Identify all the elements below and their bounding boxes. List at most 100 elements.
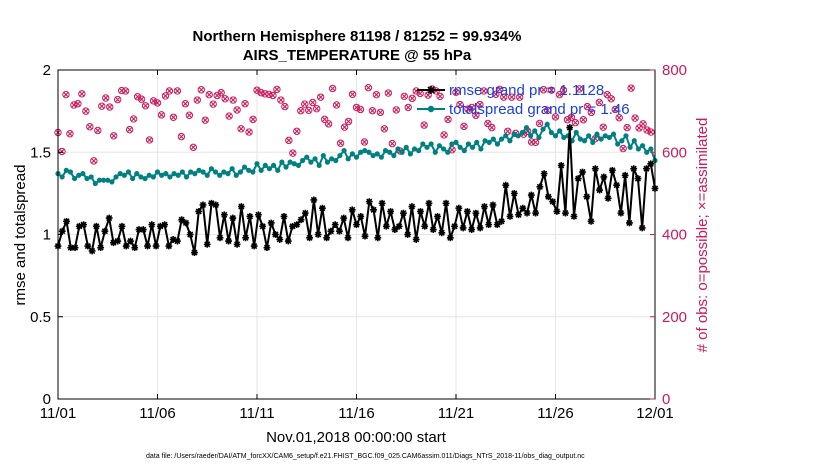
obs-possible-point — [476, 100, 484, 109]
obs-possible-point — [535, 119, 544, 128]
chart-title: Northern Hemisphere 81198 / 81252 = 99.9… — [193, 28, 522, 45]
totalspread-point — [631, 138, 637, 144]
obs-possible-point — [94, 126, 102, 135]
legend-rmse-label: rmse grand pr = 1.1128 — [449, 82, 604, 99]
rmse-point — [523, 209, 531, 217]
x-axis-ticks: 11/01 11/06 11/11 11/16 11/21 11/26 12/01 — [40, 70, 674, 422]
totalspread-point — [105, 177, 111, 183]
obs-assimilated-point — [242, 100, 248, 107]
rmse-point — [489, 201, 497, 209]
obs-assimilated-point — [608, 95, 615, 102]
rmse-point — [340, 214, 348, 222]
obs-possible-point — [297, 107, 305, 115]
totalspread-point — [623, 133, 629, 139]
obs-assimilated-point — [357, 106, 364, 113]
obs-assimilated-point — [270, 92, 276, 99]
rmse-point — [502, 181, 510, 189]
rmse-point — [519, 204, 527, 212]
obs-assimilated-point — [465, 106, 471, 112]
obs-possible-point — [408, 94, 416, 103]
plot-series — [54, 83, 659, 256]
rmse-point — [374, 234, 382, 242]
obs-assimilated-point — [489, 124, 495, 131]
obs-assimilated-point — [87, 123, 93, 130]
rmse-point — [344, 234, 352, 242]
obs-possible-point — [110, 132, 118, 140]
x-tick-label: 11/06 — [139, 405, 175, 422]
obs-possible-point — [332, 101, 341, 109]
obs-assimilated-point — [441, 132, 447, 138]
totalspread-point — [241, 164, 248, 170]
obs-assimilated-point — [190, 144, 197, 151]
totalspread-point — [440, 146, 447, 152]
totalspread-point — [378, 154, 384, 160]
rmse-point — [434, 213, 441, 220]
totalspread-point — [457, 144, 463, 150]
obs-possible-point — [229, 96, 237, 104]
obs-assimilated-point — [206, 91, 213, 98]
rmse-point — [71, 244, 79, 252]
rmse-point — [178, 216, 186, 224]
obs-assimilated-point — [162, 93, 169, 99]
obs-possible-point — [647, 128, 655, 136]
totalspread-point — [349, 151, 355, 157]
totalspread-point — [519, 129, 525, 136]
totalspread-point — [362, 148, 368, 154]
totalspread-point — [432, 149, 438, 155]
totalspread-point — [121, 172, 127, 178]
obs-possible-point — [102, 94, 110, 102]
y-axis-label: rmse and totalspread — [12, 165, 29, 306]
totalspread-point — [465, 141, 472, 147]
obs-possible-point — [225, 112, 233, 120]
obs-assimilated-point — [544, 107, 551, 114]
totalspread-point — [627, 144, 633, 150]
rmse-point — [276, 236, 284, 243]
rmse-point — [459, 224, 467, 232]
y-axis-ticks: 0 0.5 1 1.5 2 — [30, 62, 63, 408]
obs-possible-point — [114, 95, 122, 104]
rmse-point — [144, 242, 151, 250]
rmse-point — [540, 170, 548, 178]
rmse-point — [161, 221, 169, 229]
obs-possible-point — [456, 100, 464, 109]
totalspread-point — [366, 149, 372, 155]
obs-assimilated-point — [309, 99, 316, 106]
obs-possible-point — [157, 111, 166, 119]
rmse-point — [608, 166, 616, 174]
rmse-point — [442, 199, 450, 207]
rmse-point — [216, 234, 224, 242]
totalspread-point — [407, 151, 413, 157]
totalspread-point — [482, 138, 488, 144]
x-tick-label: 11/16 — [338, 405, 374, 422]
y-tick-label: 0.5 — [30, 309, 51, 326]
rmse-point — [532, 209, 539, 217]
totalspread-point — [403, 144, 409, 150]
obs-possible-point — [193, 96, 202, 104]
obs-possible-point — [125, 125, 134, 134]
obs-assimilated-point — [620, 145, 626, 152]
y-tick-label: 1 — [43, 227, 51, 244]
totalspread-point — [287, 159, 293, 165]
rmse-point — [220, 211, 228, 219]
obs-assimilated-point — [238, 126, 244, 132]
rmse-point — [515, 211, 522, 219]
totalspread-point — [490, 136, 496, 142]
rmse-point — [97, 244, 105, 252]
obs-assimilated-point — [644, 127, 650, 133]
obs-assimilated-point — [138, 96, 145, 102]
obs-possible-point — [460, 122, 468, 131]
obs-assimilated-point — [453, 89, 459, 95]
totalspread-point — [337, 152, 343, 159]
y-tick-label: 0 — [43, 391, 51, 408]
rmse-point — [75, 222, 83, 230]
totalspread-point — [644, 149, 650, 155]
obs-assimilated-point — [572, 119, 579, 126]
rmse-point — [630, 165, 638, 173]
rmse-point — [498, 217, 505, 225]
obs-possible-point — [237, 125, 245, 133]
totalspread-point — [544, 121, 550, 127]
rmse-point — [382, 222, 390, 230]
obs-assimilated-point — [126, 126, 133, 133]
obs-assimilated-point — [214, 92, 220, 99]
rmse-point — [472, 209, 480, 217]
